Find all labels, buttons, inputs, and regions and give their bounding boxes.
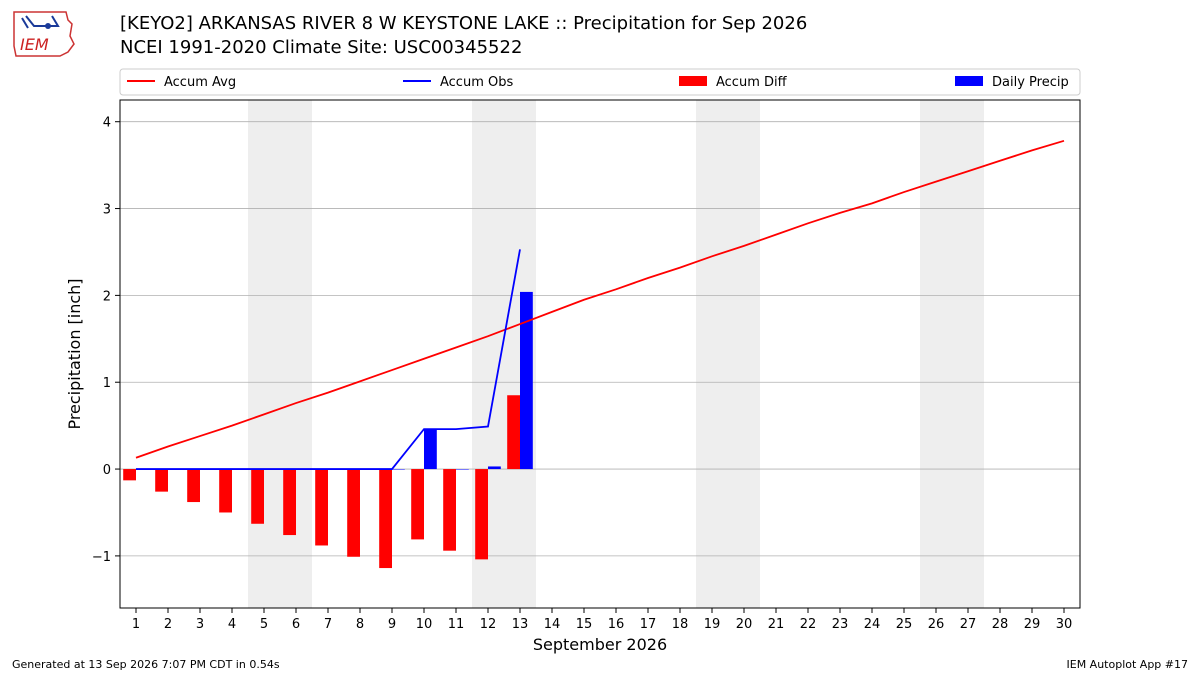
accum-diff-bar-7 [315,469,328,546]
x-tick-label-14: 14 [544,617,561,632]
x-tick-label-19: 19 [704,617,721,632]
y-tick-label-4: 3 [103,203,111,218]
accum-diff-bar-9 [379,469,392,569]
daily-precip-bar-10 [424,429,437,470]
daily-precip-bar-12 [488,466,501,470]
x-tick-label-23: 23 [832,617,849,632]
iem-logo: IEM [13,11,75,57]
x-tick-label-10: 10 [416,617,433,632]
x-tick-label-5: 5 [260,617,268,632]
plot-frame [119,99,1081,609]
x-tick-label-16: 16 [608,617,625,632]
x-tick-label-11: 11 [448,617,465,632]
accum-obs-line [136,249,521,470]
x-tick-label-17: 17 [640,617,657,632]
x-tick-label-28: 28 [992,617,1009,632]
logo-text: IEM [20,35,49,54]
x-tick-label-26: 26 [928,617,945,632]
legend-label-accum-obs: Accum Obs [440,75,513,90]
legend-box [119,68,1081,96]
x-tick-label-9: 9 [388,617,396,632]
legend-label-accum-avg: Accum Avg [164,75,236,90]
weekend-band-2 [696,100,760,608]
legend-label-daily-precip: Daily Precip [992,75,1069,90]
daily-precip-bar-11 [456,469,469,470]
footer-generated: Generated at 13 Sep 2026 7:07 PM CDT in … [12,658,280,671]
accum-diff-bar-2 [155,469,168,492]
weekend-band-3 [920,100,984,608]
accum-diff-bar-11 [443,469,456,551]
x-tick-label-12: 12 [480,617,497,632]
legend-label-accum-diff: Accum Diff [716,75,788,90]
accum-diff-bar-4 [219,469,232,513]
x-tick-label-1: 1 [132,617,140,632]
x-axis-label: September 2026 [533,635,667,654]
x-tick-label-27: 27 [960,617,977,632]
legend: Accum Avg Accum Obs Accum Diff Daily Precip [119,68,1081,96]
accum-diff-bar-10 [411,469,424,540]
y-axis-label: Precipitation [inch] [65,278,84,429]
weekend-band-0 [248,100,312,608]
x-tick-label-24: 24 [864,617,881,632]
accum-diff-bar-8 [347,469,360,557]
accum-diff-bar-3 [187,469,200,503]
accum-diff-bar-1 [123,469,136,481]
lines [135,139,1065,470]
y-tick-label-3: 2 [103,289,111,304]
grid-lines [120,121,1080,557]
legend-swatch-accum-diff [679,76,707,86]
x-tick-label-8: 8 [356,617,364,632]
legend-swatch-daily-precip [955,76,983,86]
x-tick-label-15: 15 [576,617,593,632]
x-tick-label-7: 7 [324,617,332,632]
x-tick-label-20: 20 [736,617,753,632]
x-tick-label-18: 18 [672,617,689,632]
y-ticks: −1 0 1 2 3 4 [92,116,120,565]
x-tick-label-21: 21 [768,617,785,632]
x-tick-label-3: 3 [196,617,204,632]
y-tick-label-2: 1 [103,376,111,391]
weekend-bands [248,100,984,608]
x-ticks: 1 2 3 4 5 6 7 8 9 10 11 12 13 14 15 16 17 18 19 20 21 22 23 24 2… [132,608,1072,632]
x-tick-label-4: 4 [228,617,236,632]
bars [123,291,533,569]
x-tick-label-29: 29 [1024,617,1041,632]
accum-diff-bar-5 [251,469,264,524]
x-tick-label-2: 2 [164,617,172,632]
daily-precip-bar-13 [520,291,533,470]
daily-precip-bar-9 [392,469,405,470]
chart-subtitle: NCEI 1991-2020 Climate Site: USC00345522 [120,37,523,58]
y-tick-label-0: −1 [92,550,111,565]
accum-diff-bar-12 [475,469,488,560]
accum-diff-bar-6 [283,469,296,536]
accum-avg-line [135,139,1065,459]
x-tick-label-25: 25 [896,617,913,632]
x-tick-label-6: 6 [292,617,300,632]
y-tick-label-5: 4 [103,116,111,131]
x-tick-label-13: 13 [512,617,529,632]
footer-app: IEM Autoplot App #17 [1066,658,1189,671]
x-tick-label-22: 22 [800,617,817,632]
x-tick-label-30: 30 [1056,617,1073,632]
accum-diff-bar-13 [507,395,520,470]
chart-title: [KEYO2] ARKANSAS RIVER 8 W KEYSTONE LAKE… [120,13,808,34]
y-tick-label-1: 0 [103,463,111,478]
